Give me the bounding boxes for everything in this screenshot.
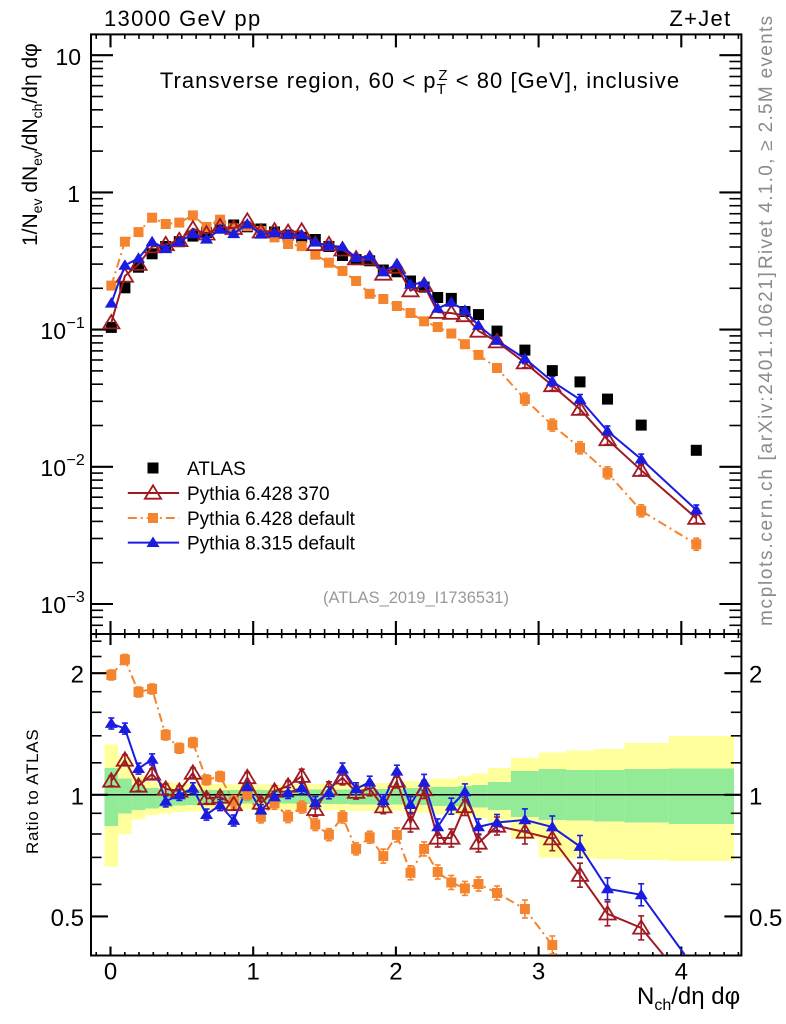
svg-text:Pythia 6.428 default: Pythia 6.428 default	[187, 509, 356, 530]
svg-text:−2: −2	[67, 452, 85, 469]
svg-text:1: 1	[71, 783, 84, 810]
svg-text:0.5: 0.5	[749, 905, 782, 932]
svg-text:2: 2	[71, 662, 84, 689]
svg-text:4: 4	[675, 959, 688, 986]
svg-text:Nch/dη dφ: Nch/dη dφ	[637, 983, 740, 1014]
svg-text:1: 1	[247, 959, 260, 986]
svg-text:2: 2	[749, 662, 762, 689]
svg-text:(ATLAS_2019_I1736531): (ATLAS_2019_I1736531)	[323, 589, 509, 607]
svg-text:10: 10	[40, 318, 66, 344]
svg-text:mcplots.cern.ch [arXiv:2401.10: mcplots.cern.ch [arXiv:2401.10621]	[756, 270, 777, 626]
svg-text:Pythia 8.315 default: Pythia 8.315 default	[187, 534, 356, 555]
svg-text:13000 GeV pp: 13000 GeV pp	[104, 6, 262, 31]
svg-text:Rivet 4.1.0, ≥ 2.5M events: Rivet 4.1.0, ≥ 2.5M events	[756, 15, 777, 269]
svg-text:ATLAS: ATLAS	[187, 459, 246, 480]
svg-text:−3: −3	[67, 589, 85, 606]
svg-text:1: 1	[749, 783, 762, 810]
svg-text:2: 2	[389, 959, 402, 986]
svg-text:10: 10	[40, 592, 66, 618]
svg-text:0: 0	[104, 959, 117, 986]
svg-text:10: 10	[40, 455, 66, 481]
svg-text:Pythia 6.428 370: Pythia 6.428 370	[187, 484, 330, 505]
svg-text:Transverse region, 60 < pTZ <: Transverse region, 60 < pTZ < 80 [GeV], …	[160, 67, 680, 98]
svg-text:10: 10	[55, 44, 81, 70]
svg-text:Ratio to ATLAS: Ratio to ATLAS	[23, 729, 42, 854]
svg-text:0.5: 0.5	[51, 905, 84, 932]
svg-text:1: 1	[67, 181, 80, 207]
svg-text:Z+Jet: Z+Jet	[669, 6, 731, 31]
svg-text:1/Nev dNev/dNch/dη dφ: 1/Nev dNev/dNch/dη dφ	[19, 43, 45, 246]
svg-text:3: 3	[532, 959, 545, 986]
svg-text:−1: −1	[67, 315, 85, 332]
